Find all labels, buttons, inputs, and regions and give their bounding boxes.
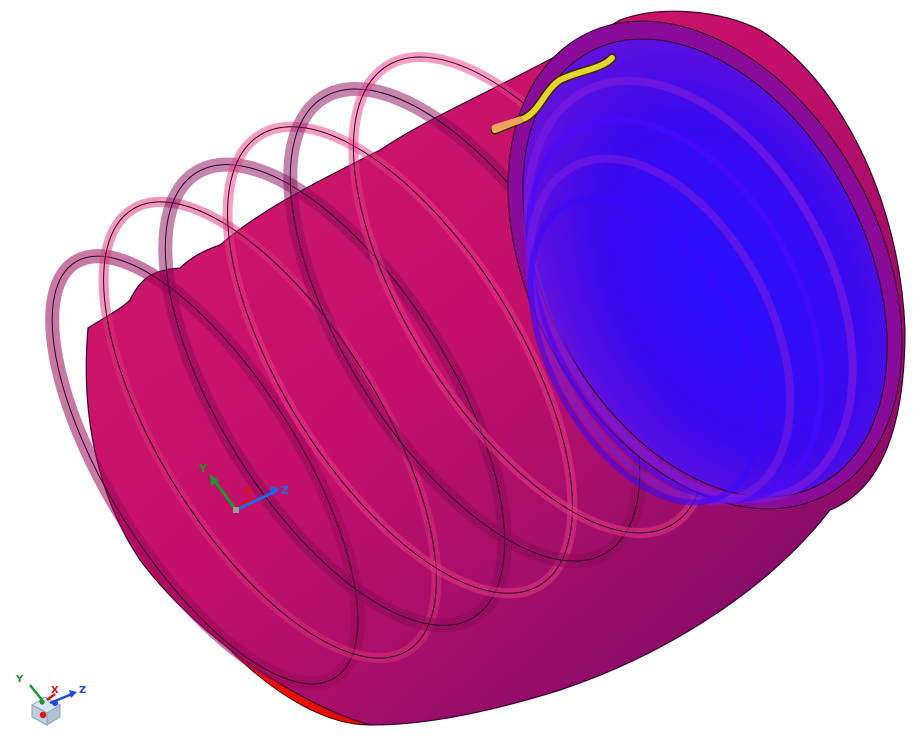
corner-axis-x-label: X [51, 685, 59, 696]
corner-triad[interactable]: Y X Z [15, 674, 86, 726]
open-end[interactable] [428, 0, 919, 577]
view-cube-icon[interactable] [30, 696, 62, 726]
origin-axis-y-label: Y [198, 462, 208, 475]
corner-axis-y-label: Y [15, 674, 24, 685]
origin-triad: Y X Z [198, 462, 289, 513]
corner-axis-z-label: Z [79, 685, 86, 696]
origin-axis-z-label: Z [281, 484, 289, 497]
selected-edge[interactable] [490, 53, 617, 135]
origin-axis-x-label: X [244, 484, 253, 497]
